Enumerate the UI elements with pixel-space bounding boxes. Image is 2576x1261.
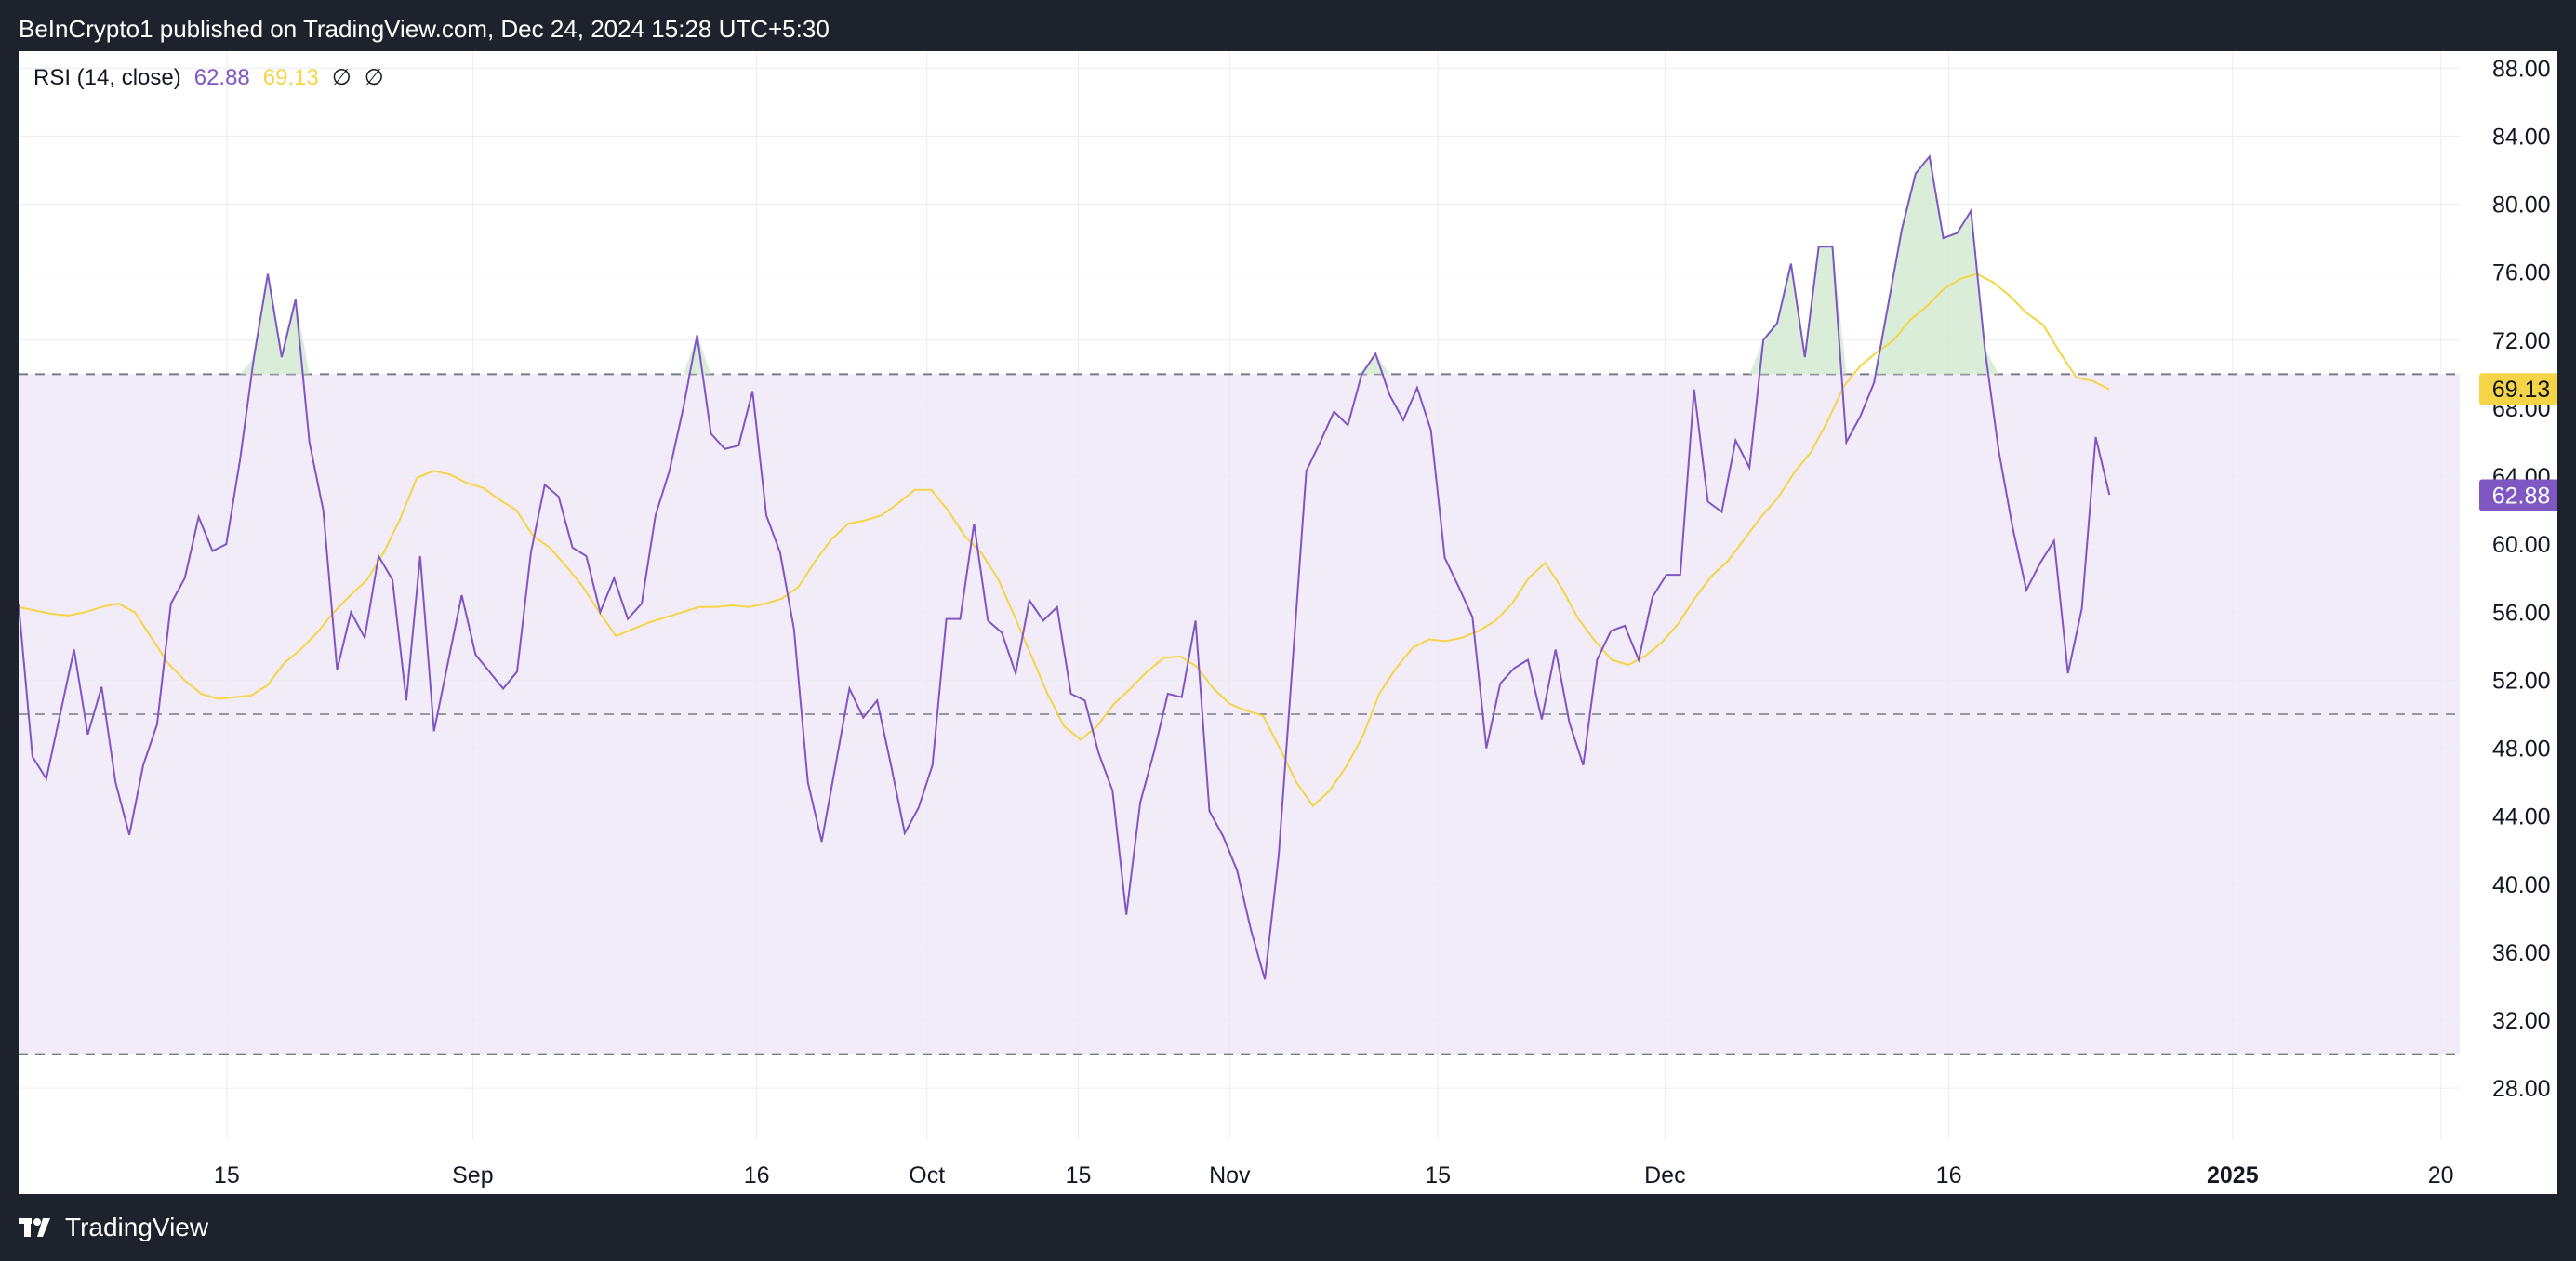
x-tick-label: 15 xyxy=(1066,1162,1092,1188)
y-tick-label: 32.00 xyxy=(2492,1008,2551,1034)
x-tick-label: 16 xyxy=(744,1162,770,1188)
rsi-line xyxy=(19,153,2111,980)
tradingview-brand[interactable]: TradingView xyxy=(19,1213,208,1242)
x-tick-label: 15 xyxy=(1425,1162,1451,1188)
visibility-icon[interactable]: ∅ xyxy=(331,65,352,90)
top-bar: BeInCrypto1 published on TradingView.com… xyxy=(0,0,2576,52)
y-tick-label: 60.00 xyxy=(2492,532,2551,558)
y-tick-label: 48.00 xyxy=(2492,737,2551,763)
y-tick-label: 40.00 xyxy=(2492,872,2551,898)
tradingview-logo-icon xyxy=(19,1218,50,1237)
y-tick-label: 36.00 xyxy=(2492,940,2551,966)
bottom-bar: TradingView xyxy=(0,1194,2576,1261)
indicator-legend[interactable]: RSI (14, close) 62.88 69.13 ∅ ∅ xyxy=(33,64,384,91)
y-tick-label: 44.00 xyxy=(2492,804,2551,830)
overbought-fill xyxy=(240,156,1999,375)
y-tick-label: 52.00 xyxy=(2492,668,2551,694)
rsi-legend-value: 62.88 xyxy=(193,64,250,90)
indicator-title: RSI (14, close) xyxy=(33,64,181,90)
x-tick-label: 20 xyxy=(2428,1162,2454,1188)
y-tick-label: 88.00 xyxy=(2492,56,2551,82)
x-tick-label: Sep xyxy=(452,1162,493,1188)
y-tick-label: 76.00 xyxy=(2492,260,2551,286)
ma-legend-value: 69.13 xyxy=(262,64,319,90)
ma-value-badge: 69.13 xyxy=(2492,377,2551,403)
brand-name: TradingView xyxy=(65,1213,209,1241)
rsi-value-badge: 62.88 xyxy=(2492,484,2551,510)
publisher-attribution: BeInCrypto1 published on TradingView.com… xyxy=(19,15,830,43)
y-tick-label: 80.00 xyxy=(2492,192,2551,219)
y-tick-label: 72.00 xyxy=(2492,328,2551,354)
rsi-chart[interactable]: 88.0084.0080.0076.0072.0068.0064.0060.00… xyxy=(19,51,2557,1194)
x-tick-label: Oct xyxy=(909,1162,945,1188)
ma-value-badge-bg xyxy=(2479,373,2557,405)
x-tick-label: Dec xyxy=(1644,1162,1685,1188)
x-tick-label: 16 xyxy=(1936,1162,1962,1188)
x-tick-label: Nov xyxy=(1209,1162,1251,1188)
x-tick-label: 2025 xyxy=(2207,1162,2259,1188)
visibility-icon-2[interactable]: ∅ xyxy=(364,65,384,90)
y-tick-label: 84.00 xyxy=(2492,124,2551,150)
x-tick-label: 15 xyxy=(214,1162,240,1188)
chart-panel[interactable]: 88.00 84.00 80.00 76.00 72.00 68.00 64.00 60.00… xyxy=(19,51,2557,1194)
ma-line xyxy=(19,272,2110,808)
y-tick-label: 28.00 xyxy=(2492,1076,2551,1102)
rsi-value-badge-bg xyxy=(2479,479,2557,511)
y-tick-label: 56.00 xyxy=(2492,600,2551,626)
